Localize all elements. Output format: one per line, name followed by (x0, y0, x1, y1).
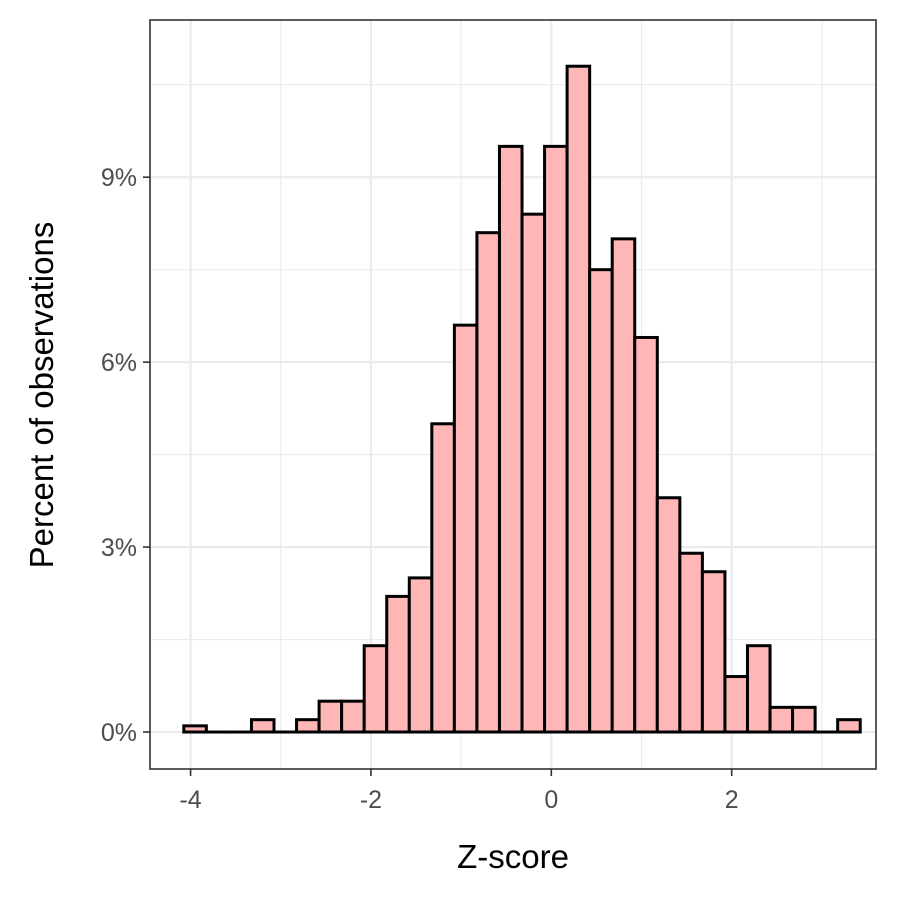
histogram-bar (340, 699, 366, 734)
histogram-bar (700, 570, 727, 734)
histogram-bar (317, 699, 344, 734)
histogram-bar (633, 335, 659, 734)
histogram-bar (497, 144, 524, 734)
histogram-bar (520, 212, 547, 734)
histogram-bar (362, 644, 389, 734)
y-tick-label: 6% (101, 349, 137, 377)
histogram-bar (385, 594, 411, 734)
histogram-bar (610, 237, 637, 734)
panel-border (149, 19, 877, 770)
x-tick-label: 2 (725, 786, 739, 814)
histogram-bar (723, 675, 749, 734)
histogram-bar (543, 144, 569, 734)
histogram-bar (407, 576, 434, 734)
histogram-bar (430, 422, 456, 734)
x-axis-title: Z-score (457, 838, 569, 875)
x-tick-label: -4 (179, 786, 201, 814)
histogram-bar (452, 323, 479, 734)
histogram-bars (182, 64, 862, 734)
histogram-bar (745, 644, 772, 734)
histogram-bar (182, 724, 208, 734)
y-tick-label: 9% (101, 164, 137, 192)
tick-labels: -4 -2 0 2 0% 3% 6% 9% (101, 164, 739, 814)
histogram-bar (249, 718, 276, 734)
y-tick-label: 3% (101, 534, 137, 562)
histogram-bar (475, 231, 501, 734)
histogram-bar (295, 718, 321, 734)
y-tick-label: 0% (101, 719, 137, 747)
x-tick-label: -2 (360, 786, 382, 814)
histogram-bar (588, 268, 614, 734)
histogram-bar (768, 705, 795, 734)
histogram-bar (655, 496, 682, 734)
histogram-bar (791, 705, 817, 734)
axis-ticks (143, 176, 733, 776)
histogram-bar (565, 64, 592, 734)
y-axis-title: Percent of observations (23, 222, 60, 569)
x-tick-label: 0 (544, 786, 558, 814)
histogram-bar (836, 718, 862, 734)
histogram-bar (678, 551, 704, 734)
